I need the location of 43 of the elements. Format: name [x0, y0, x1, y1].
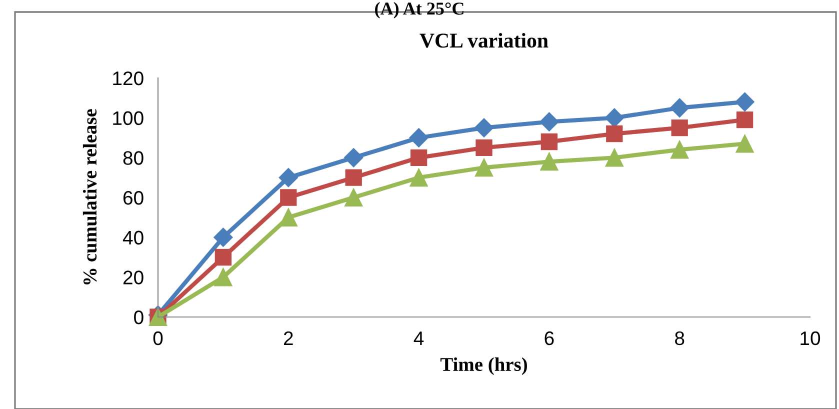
point [540, 133, 558, 150]
x-axis-title: Time (hrs) [440, 357, 527, 375]
point [540, 112, 559, 132]
y-tick-label: 80 [123, 151, 144, 165]
x-tick-label: 6 [544, 331, 554, 346]
point [735, 92, 754, 112]
y-tick-label: 20 [123, 270, 144, 284]
point [344, 188, 363, 207]
x-tick-label: 2 [284, 331, 293, 345]
y-tick-label: 100 [113, 111, 144, 126]
point [670, 140, 689, 159]
x-tick-label: 10 [800, 331, 820, 346]
point [540, 152, 558, 171]
point [344, 148, 364, 168]
y-tick-label: 120 [113, 71, 144, 86]
point [604, 108, 624, 128]
point [410, 149, 428, 166]
y-tick-label: 0 [134, 310, 144, 324]
point [214, 268, 232, 286]
point [474, 158, 494, 177]
point [476, 139, 492, 156]
point [671, 119, 688, 136]
y-axis-title: % cumulative release [82, 109, 97, 284]
point [736, 134, 754, 153]
point [345, 169, 362, 186]
text: (A) At 25°C [375, 2, 464, 18]
point [605, 148, 624, 167]
point [409, 128, 428, 148]
point [736, 111, 754, 128]
point [214, 248, 232, 266]
point [214, 228, 233, 247]
point [474, 118, 494, 138]
point [670, 98, 690, 118]
point [410, 168, 428, 187]
y-tick-label: 60 [123, 190, 144, 205]
chart-title: VCL variation [420, 32, 548, 48]
point [280, 189, 297, 206]
point [278, 168, 298, 188]
x-tick-label: 8 [675, 331, 684, 346]
x-tick-label: 0 [153, 331, 163, 346]
y-tick-label: 40 [122, 230, 144, 245]
point [606, 125, 623, 142]
x-tick-label: 4 [414, 332, 424, 345]
